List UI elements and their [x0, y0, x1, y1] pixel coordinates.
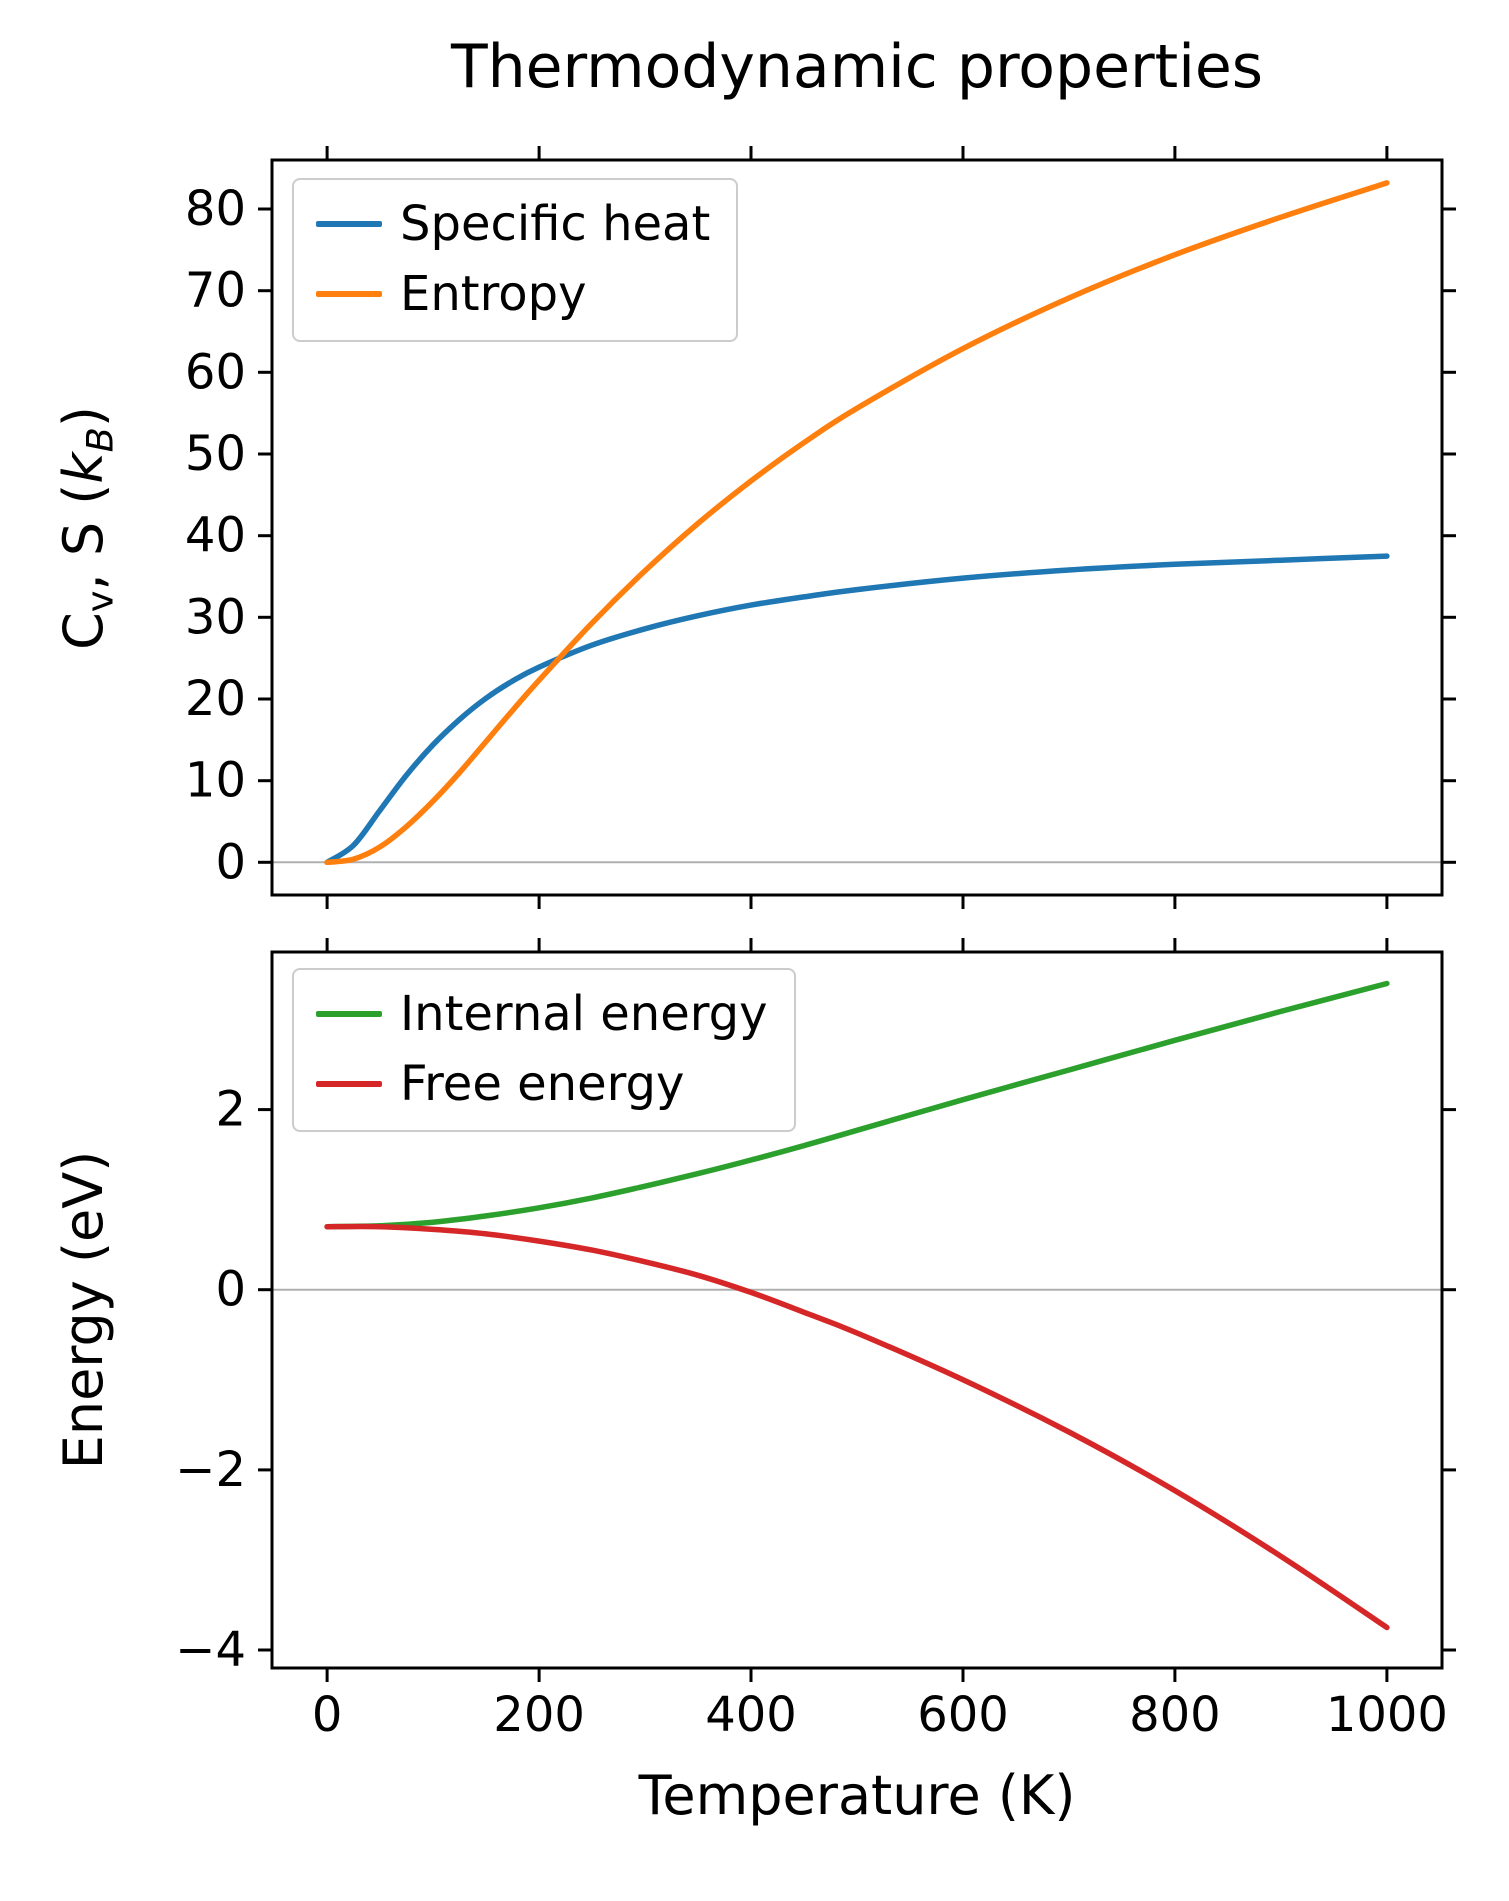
ylabel-top-segment: ) [52, 406, 115, 428]
y-tick-label: 30 [185, 589, 246, 645]
legend-label-specific-heat: Specific heat [400, 196, 711, 252]
legend-label-internal-energy: Internal energy [400, 986, 768, 1042]
curve-internal-energy [324, 980, 1390, 1230]
y-tick-label: 2 [215, 1082, 246, 1138]
plot-frame-1 [270, 950, 1444, 1670]
ylabel-top-segment: k [52, 452, 115, 484]
ylabel-top-segment: B [78, 427, 122, 453]
curve-free-energy [324, 1223, 1390, 1631]
x-tick-label: 600 [917, 1687, 1009, 1743]
legend-line-free-energy-icon [316, 1081, 382, 1087]
y-tick-label: −2 [175, 1442, 246, 1498]
xlabel: Temperature (K) [638, 1764, 1076, 1827]
ylabel-bottom: Energy (eV) [52, 1150, 115, 1470]
curve-specific-heat [324, 553, 1390, 866]
y-tick-label: −4 [175, 1622, 246, 1678]
chart-title: Thermodynamic properties [450, 32, 1264, 102]
plot-frame-0 [270, 158, 1444, 897]
legend-item-internal-energy: Internal energy [316, 984, 768, 1044]
y-tick-label: 10 [185, 753, 246, 809]
ylabel-top: Cv, S (kB) [52, 406, 122, 650]
y-tick-label: 0 [215, 1262, 246, 1318]
legend-line-internal-energy-icon [316, 1011, 382, 1017]
ylabel-top-segment: , S ( [52, 483, 115, 591]
legend-line-specific-heat-icon [316, 221, 382, 227]
legend-top: Specific heat Entropy [292, 178, 739, 342]
y-tick-label: 0 [215, 834, 246, 890]
y-tick-label: 20 [185, 671, 246, 727]
x-tick-label: 800 [1129, 1687, 1221, 1743]
y-tick-label: 70 [185, 263, 246, 319]
ylabel-top-segment: C [52, 612, 115, 650]
legend-line-entropy-icon [316, 291, 382, 297]
legend-item-entropy: Entropy [316, 264, 710, 324]
y-tick-label: 50 [185, 426, 246, 482]
curve-entropy [324, 180, 1390, 866]
legend-label-free-energy: Free energy [400, 1056, 685, 1112]
y-tick-label: 40 [185, 508, 246, 564]
x-tick-label: 1000 [1326, 1687, 1448, 1743]
legend-item-free-energy: Free energy [316, 1054, 768, 1114]
legend-bottom: Internal energy Free energy [292, 968, 796, 1132]
y-tick-label: 80 [185, 181, 246, 237]
x-tick-label: 0 [312, 1687, 343, 1743]
legend-item-specific-heat: Specific heat [316, 194, 710, 254]
x-tick-label: 400 [705, 1687, 797, 1743]
x-tick-label: 200 [493, 1687, 585, 1743]
y-tick-label: 60 [185, 344, 246, 400]
ylabel-top-segment: v [78, 590, 122, 613]
legend-label-entropy: Entropy [400, 266, 587, 322]
